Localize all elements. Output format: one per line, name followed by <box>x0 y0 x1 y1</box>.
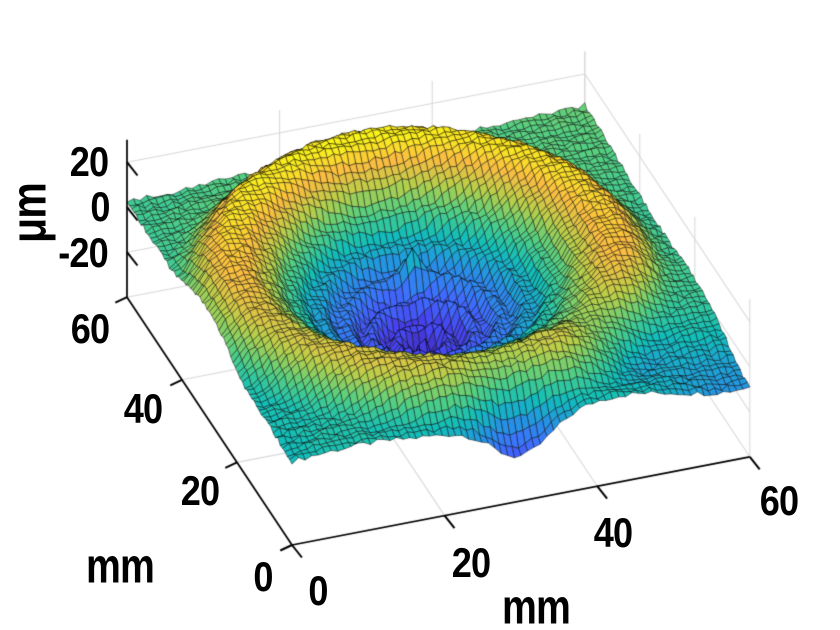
z-tick-label-neg20: -20 <box>58 229 108 276</box>
x-axis-label: mm <box>501 580 571 630</box>
z-axis-label: μm <box>2 182 57 244</box>
x-tick-label-60: 60 <box>759 477 799 524</box>
y-axis-label: mm <box>85 539 155 594</box>
x-tick-label-20: 20 <box>451 539 491 586</box>
y-tick-label-40: 40 <box>123 385 163 432</box>
x-tick-label-40: 40 <box>593 509 633 556</box>
x-tick-label-0: 0 <box>308 567 328 614</box>
z-tick-label-20: 20 <box>69 138 109 185</box>
y-tick-label-20: 20 <box>180 467 220 514</box>
y-tick-label-0: 0 <box>253 553 273 600</box>
y-tick-label-60: 60 <box>70 305 110 352</box>
z-tick-label-0: 0 <box>90 183 110 230</box>
